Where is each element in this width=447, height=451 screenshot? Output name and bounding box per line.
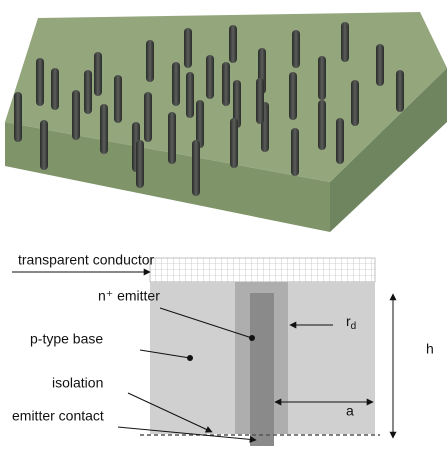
rod xyxy=(351,80,359,126)
rod xyxy=(186,72,194,118)
rod xyxy=(84,70,92,114)
label: a xyxy=(346,403,354,419)
rod xyxy=(40,120,48,170)
label: transparent conductor xyxy=(18,252,155,268)
arrow xyxy=(117,426,257,443)
label: h xyxy=(426,341,434,357)
rod xyxy=(222,62,230,106)
rod xyxy=(396,70,404,112)
dot xyxy=(249,335,255,341)
rod xyxy=(136,140,144,188)
label: emitter contact xyxy=(12,408,104,424)
rod xyxy=(168,112,176,164)
rod xyxy=(146,40,154,82)
arrow xyxy=(127,392,213,433)
nanowire-rods xyxy=(14,22,404,196)
rod xyxy=(114,75,122,123)
rod xyxy=(292,30,300,68)
rod xyxy=(144,92,152,142)
block-3d xyxy=(5,12,447,232)
label: n⁺ emitter xyxy=(98,288,160,304)
rod xyxy=(233,80,241,128)
subscript: d xyxy=(351,321,357,332)
conductor-layer xyxy=(149,257,376,283)
rod xyxy=(341,22,349,62)
rod xyxy=(36,58,44,106)
rod xyxy=(206,55,214,99)
rod xyxy=(51,68,59,110)
rod xyxy=(192,140,200,196)
rod xyxy=(229,25,237,63)
rod xyxy=(289,72,297,120)
rod xyxy=(172,62,180,106)
core xyxy=(250,293,274,446)
rod xyxy=(318,56,326,100)
label: p-type base xyxy=(30,331,103,347)
block-side xyxy=(330,68,447,232)
rod xyxy=(184,28,192,68)
rod xyxy=(376,44,384,86)
rod xyxy=(230,118,238,168)
block-front xyxy=(5,122,330,232)
rod xyxy=(14,92,22,142)
dot xyxy=(187,355,193,361)
rod xyxy=(100,104,108,154)
cross-section: transparent conductor n⁺ emitter p-type … xyxy=(12,252,434,446)
leader xyxy=(139,349,191,359)
rod xyxy=(72,90,80,140)
rod xyxy=(318,100,326,150)
label: rd xyxy=(346,313,356,332)
rod xyxy=(256,78,264,124)
rod xyxy=(94,52,102,96)
symbol: r xyxy=(346,313,351,329)
rod xyxy=(196,100,204,148)
rod xyxy=(291,128,299,176)
label: isolation xyxy=(52,375,103,391)
rod xyxy=(336,118,344,164)
leader xyxy=(159,307,253,339)
